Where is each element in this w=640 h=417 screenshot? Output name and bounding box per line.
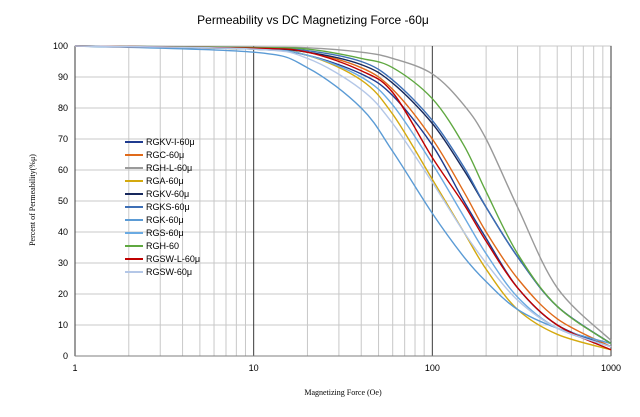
series-lines xyxy=(74,45,612,351)
y-tick-label: 10 xyxy=(58,320,68,330)
tick-labels: 1 10 100 1000 0 10 20 30 40 50 60 70 80 90 100 xyxy=(53,41,621,373)
legend-label: RGC-60μ xyxy=(146,150,184,160)
y-tick-label: 90 xyxy=(58,72,68,82)
legend-label: RGH-L-60μ xyxy=(146,163,192,173)
legend-label: RGH-60 xyxy=(146,241,179,251)
series-line xyxy=(74,45,612,345)
x-tick-label: 10 xyxy=(249,363,259,373)
x-axis-label: Magnetizing Force (Oe) xyxy=(304,388,382,397)
series-line xyxy=(74,45,612,351)
chart-title: Permeability vs DC Magnetizing Force -60… xyxy=(197,13,429,27)
y-tick-label: 70 xyxy=(58,134,68,144)
y-tick-label: 40 xyxy=(58,227,68,237)
y-tick-label: 100 xyxy=(53,41,68,51)
legend-label: RGA-60μ xyxy=(146,176,184,186)
legend-label: RGKS-60μ xyxy=(146,202,190,212)
y-tick-label: 30 xyxy=(58,258,68,268)
legend-label: RGKV-I-60μ xyxy=(146,137,195,147)
y-tick-label: 60 xyxy=(58,165,68,175)
y-tick-label: 20 xyxy=(58,289,68,299)
legend: RGKV-I-60μ RGC-60μ RGH-L-60μ RGA-60μ RGKV-60… xyxy=(125,137,200,277)
legend-label: RGSW-60μ xyxy=(146,267,192,277)
grid-lines xyxy=(74,45,612,357)
y-tick-label: 0 xyxy=(63,351,68,361)
legend-label: RGKV-60μ xyxy=(146,189,189,199)
legend-label: RGSW-L-60μ xyxy=(146,254,200,264)
legend-label: RGS-60μ xyxy=(146,228,184,238)
x-tick-label: 1 xyxy=(72,363,77,373)
series-line xyxy=(74,45,612,348)
x-tick-label: 100 xyxy=(425,363,440,373)
y-tick-label: 50 xyxy=(58,196,68,206)
legend-label: RGK-60μ xyxy=(146,215,184,225)
y-axis-label: Percent of Permeability(%μ) xyxy=(28,154,37,246)
y-tick-label: 80 xyxy=(58,103,68,113)
x-tick-label: 1000 xyxy=(601,363,621,373)
series-line xyxy=(74,45,612,345)
